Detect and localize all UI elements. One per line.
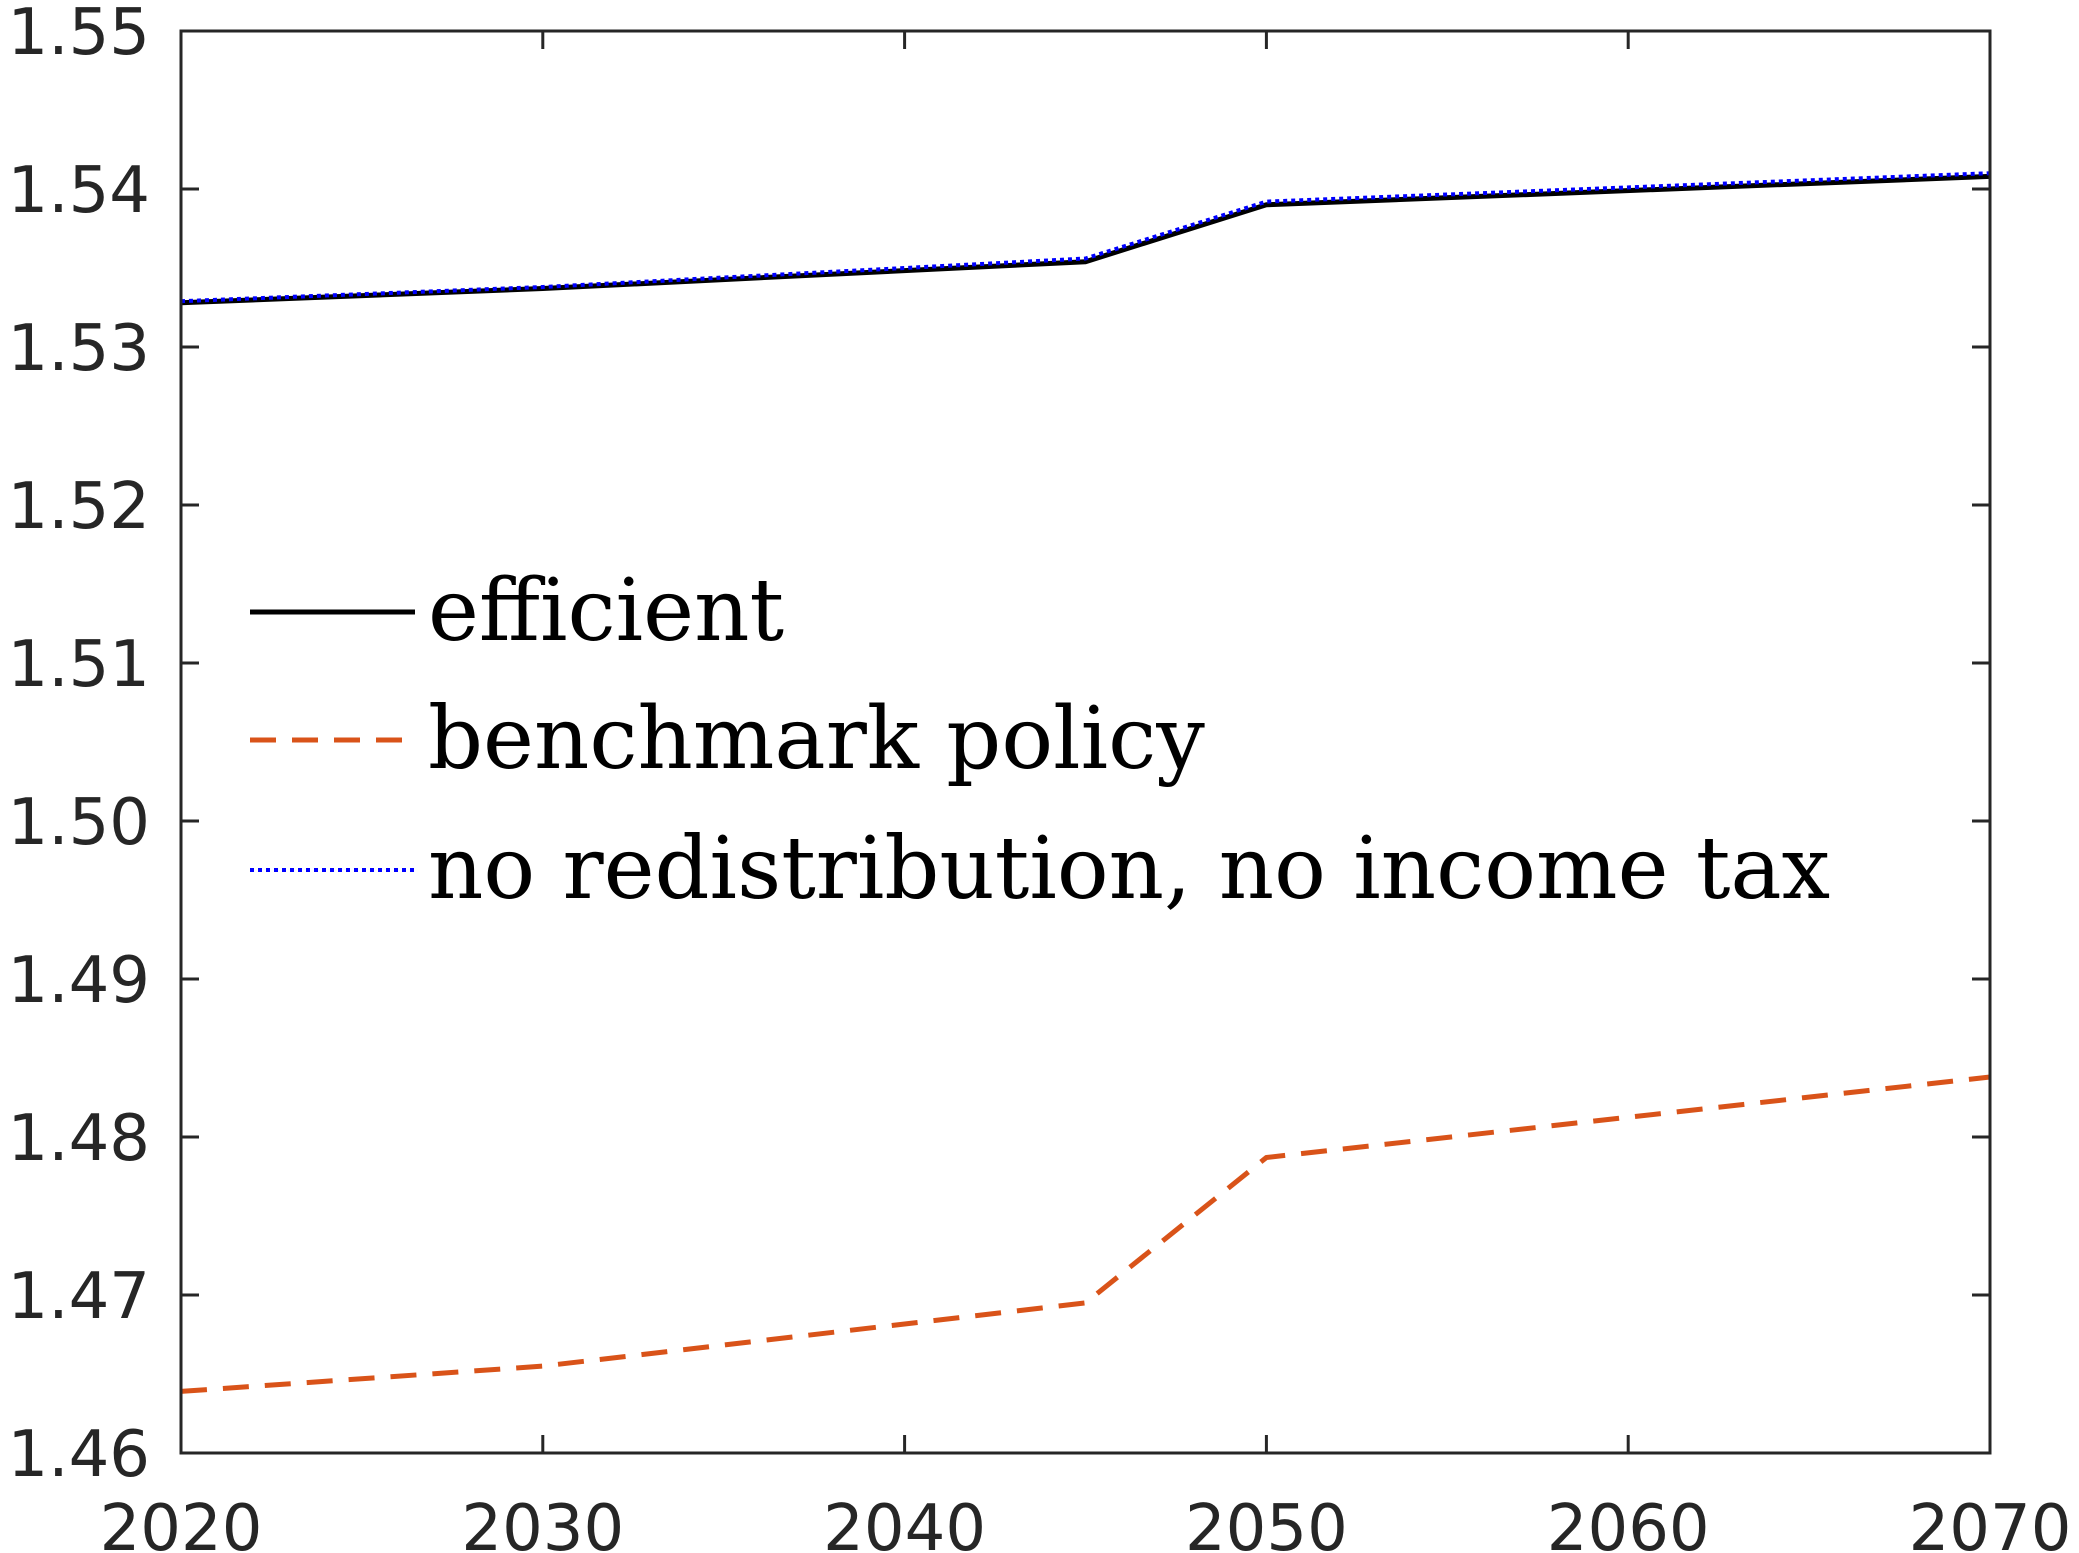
y-tick-label: 1.54 [8,154,151,228]
axes-box [179,29,1992,1455]
y-tick-label: 1.47 [8,1260,151,1334]
y-tick-label: 1.48 [8,1102,151,1176]
x-tick-label: 2030 [461,1492,624,1553]
y-tick-label: 1.49 [8,944,151,1018]
y-tick-label: 1.55 [8,0,151,70]
x-tick-label: 2060 [1547,1492,1710,1553]
series-layer [180,171,1991,1394]
axes: 2020 2030 2040 2050 2060 2070 1.46 1.47 1.48 1.49… [8,0,2072,1553]
legend-label-2: no redistribution, no income tax [428,819,1830,919]
x-tick-label: 2050 [1185,1492,1348,1553]
y-tick-label: 1.52 [8,470,151,544]
series-line-2 [180,171,1991,304]
y-tick-label: 1.46 [8,1418,151,1492]
y-tick-label: 1.50 [8,786,151,860]
plot-background [181,31,1990,1453]
x-tick-label: 2020 [100,1492,263,1553]
plot-area [181,31,1990,1453]
y-tick-label: 1.51 [8,628,151,702]
legend: efficient benchmark policy no redistributi… [250,561,1830,919]
legend-label-0: efficient [428,561,784,661]
y-tick-label: 1.53 [8,312,151,386]
legend-label-1: benchmark policy [428,689,1205,789]
x-tick-label: 2070 [1909,1492,2072,1553]
x-tick-label: 2040 [823,1492,986,1553]
